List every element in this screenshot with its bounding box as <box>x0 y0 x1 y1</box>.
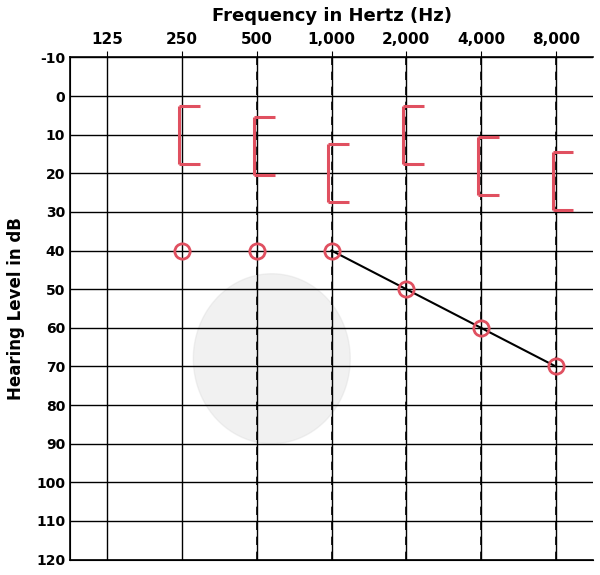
X-axis label: Frequency in Hertz (Hz): Frequency in Hertz (Hz) <box>212 7 452 25</box>
Polygon shape <box>193 274 350 444</box>
Y-axis label: Hearing Level in dB: Hearing Level in dB <box>7 217 25 400</box>
